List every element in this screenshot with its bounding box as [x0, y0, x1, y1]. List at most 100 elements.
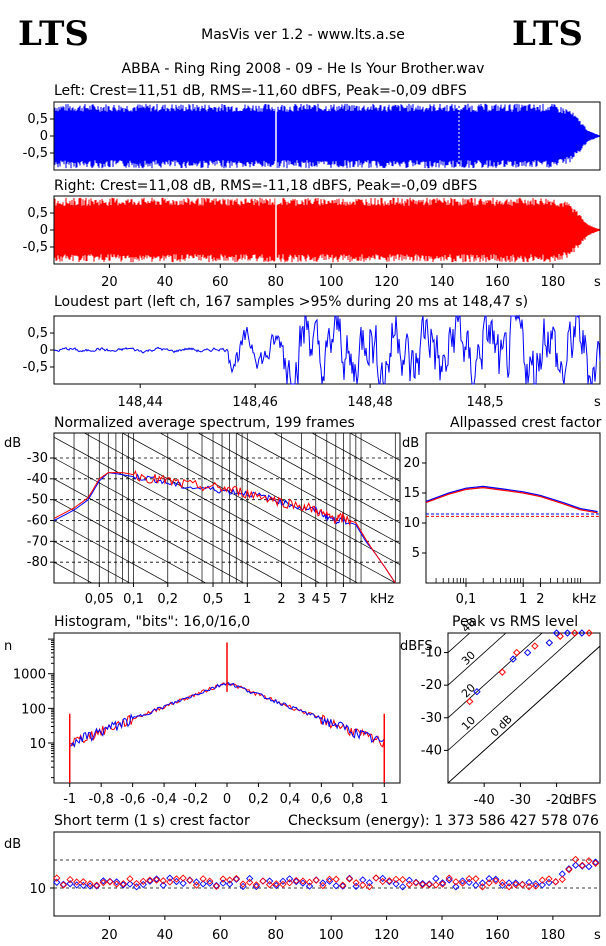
right-short-term-point — [485, 879, 493, 887]
allpassed-xtick-label: 2 — [536, 592, 544, 607]
left-peak-rms-point — [523, 648, 532, 657]
right-short-term-point — [325, 875, 334, 883]
spectrum-xtick-label: 7 — [339, 592, 347, 607]
spectrum-xtick-label: 0,1 — [123, 592, 144, 607]
right-short-term-point — [478, 883, 487, 891]
spectrum-slope-line — [54, 457, 283, 583]
right-waveform-panel: Right: Crest=11,08 dB, RMS=-11,18 dBFS, … — [23, 178, 601, 290]
spectrum-panel: Normalized average spectrum, 199 frames … — [4, 415, 401, 607]
spectrum-ytick-label: -30 — [27, 451, 48, 466]
short-term-xtick-label: 160 — [485, 928, 510, 943]
left-short-term-point — [99, 877, 107, 885]
loudest-part-ytick-label: 0 — [40, 343, 48, 358]
histogram-xtick-label: -0,6 — [120, 792, 145, 807]
left-waveform-trace — [54, 103, 600, 169]
left-short-term-point — [465, 878, 473, 887]
left-short-term-point — [492, 875, 500, 883]
peak-rms-x-unit: dBFS — [564, 793, 597, 808]
spectrum-slope-line — [197, 433, 400, 545]
right-short-term-point — [106, 878, 114, 886]
file-name: ABBA - Ring Ring 2008 - 09 - He Is Your … — [122, 61, 485, 77]
spectrum-y-unit: dB — [4, 436, 21, 451]
loudest-part-ytick-label: -0,5 — [23, 360, 48, 375]
right-short-term-point — [186, 876, 194, 885]
histogram-series — [68, 642, 386, 783]
right-short-term-point — [292, 876, 300, 885]
left-short-term-point — [79, 881, 88, 890]
left-waveform-yticks: 0,5 0 -0,5 — [23, 112, 54, 161]
right-short-term-point — [359, 881, 367, 889]
right-short-term-point — [339, 881, 347, 889]
right-short-term-point — [379, 877, 387, 886]
short-term-y-unit: dB — [4, 837, 21, 852]
short-term-xticks: 20 40 60 80 100 120 140 160 180 — [101, 916, 565, 943]
left-short-term-point — [505, 879, 513, 887]
histogram-panel: Histogram, "bits": 16,0/16,0 n 100010010… — [4, 614, 401, 807]
left-short-term-point — [571, 861, 580, 869]
spectrum-ytick-label: -80 — [27, 555, 48, 570]
left-peak-rms-point — [509, 655, 517, 663]
left-short-term-point — [385, 877, 393, 886]
left-short-term-point — [365, 879, 374, 887]
right-short-term-point — [505, 883, 513, 891]
left-short-term-point — [219, 879, 227, 887]
right-short-term-point — [132, 879, 141, 888]
right-short-term-point — [525, 883, 533, 891]
peak-rms-yticks: -10 -20 -30 -40 — [421, 646, 448, 758]
left-short-term-point — [159, 881, 167, 889]
histogram-xtick-label: -1 — [63, 792, 76, 807]
histogram-xtick-label: -0,8 — [88, 792, 113, 807]
left-short-term-point — [591, 858, 600, 866]
left-waveform-title: Left: Crest=11,51 dB, RMS=-11,60 dBFS, P… — [54, 83, 467, 99]
right-short-term-point — [545, 875, 553, 883]
right-waveform-xticks: 20 40 60 80 100 120 140 160 180 — [101, 264, 565, 290]
left-short-term-point — [166, 874, 174, 882]
left-short-term-point — [192, 878, 201, 886]
left-short-term-point — [438, 879, 447, 887]
left-short-term-point — [379, 874, 387, 883]
right-spectrum-line — [53, 469, 396, 584]
loudest-part-xtick-label: 148,5 — [466, 395, 503, 410]
short-term-panel: Short term (1 s) crest factor Checksum (… — [4, 813, 601, 943]
histogram-xtick-label: 0,8 — [342, 792, 363, 807]
right-short-term-point — [319, 881, 327, 890]
left-short-term-point — [339, 882, 347, 890]
left-short-term-point — [246, 874, 254, 883]
right-short-term-point — [265, 880, 274, 889]
short-term-xtick-label: 20 — [101, 928, 118, 943]
spectrum-slope-line — [54, 436, 321, 583]
spectrum-slope-line — [54, 478, 245, 583]
right-peak-rms-point — [513, 648, 521, 657]
waveform-xtick-label: 60 — [212, 275, 229, 290]
right-short-term-point — [59, 881, 68, 889]
peak-rms-ytick-label: -10 — [421, 646, 442, 661]
right-short-term-point — [452, 878, 460, 886]
right-short-term-point — [532, 882, 540, 890]
right-short-term-point — [571, 855, 580, 864]
left-short-term-point — [279, 877, 287, 885]
left-short-term-point — [332, 882, 340, 890]
right-short-term-point — [119, 880, 127, 888]
left-short-term-point — [472, 881, 480, 889]
peak-rms-xticks: -40 -30 -20 — [474, 783, 567, 808]
right-waveform-area — [54, 197, 600, 263]
left-short-term-point — [545, 878, 553, 887]
left-short-term-point — [405, 876, 413, 884]
left-waveform-area — [54, 103, 600, 169]
right-waveform-yticks: 0,5 0 -0,5 — [23, 206, 54, 255]
right-short-term-point — [412, 879, 420, 887]
right-waveform-ytick-label: 0,5 — [27, 206, 48, 221]
right-short-term-point — [565, 865, 573, 874]
left-short-term-point — [172, 877, 181, 886]
peak-rms-diagonal-extra — [448, 645, 600, 783]
checksum-text: Checksum (energy): 1 373 586 427 578 076 — [288, 813, 599, 829]
peak-rms-ytick-label: -30 — [421, 711, 442, 726]
histogram-xticks: -1 -0,8 -0,6 -0,4 -0,2 0 0,2 0,4 0,6 0,8 1 — [63, 783, 388, 807]
allpassed-title: Allpassed crest factor — [450, 415, 602, 431]
right-peak-rms-point — [570, 629, 579, 637]
left-short-term-point — [319, 879, 327, 887]
right-short-term-point — [518, 880, 527, 889]
loudest-part-panel: Loudest part (left ch, 167 samples >95% … — [23, 294, 601, 410]
histogram-xtick-label: -0,2 — [183, 792, 208, 807]
allpassed-x-unit: kHz — [572, 592, 596, 607]
